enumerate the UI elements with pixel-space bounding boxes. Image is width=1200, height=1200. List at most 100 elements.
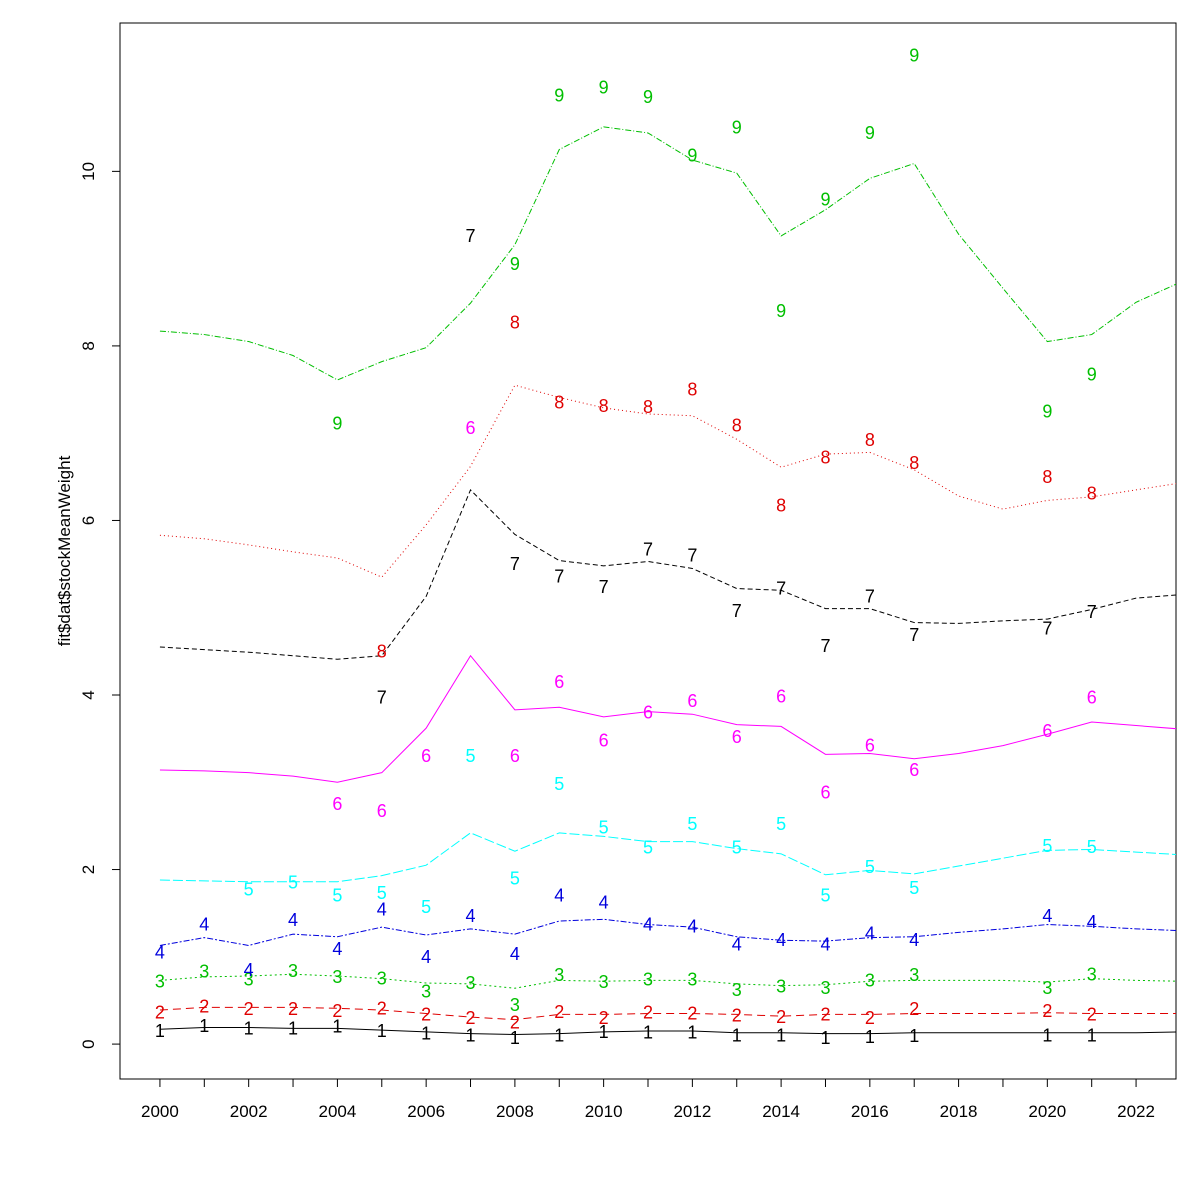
series-9-fitted-line	[159, 126, 1176, 381]
series-2-observed-point: 2	[155, 1003, 165, 1023]
x-tick-label: 2010	[585, 1102, 623, 1121]
y-tick-label: 6	[79, 516, 98, 525]
series-5-observed-point: 5	[776, 814, 786, 834]
series-1-observed-point: 1	[599, 1022, 609, 1042]
series-2-observed-point: 2	[244, 999, 254, 1019]
series-2-observed-point: 2	[643, 1003, 653, 1023]
y-tick-label: 10	[79, 162, 98, 181]
series-6-observed-point: 6	[1042, 721, 1052, 741]
series-1-fitted-line	[159, 1027, 1176, 1035]
series-8-observed-point: 8	[554, 393, 564, 413]
series-2-observed-point: 2	[288, 999, 298, 1019]
x-tick-label: 2006	[407, 1102, 445, 1121]
series-6-observed-point: 6	[687, 691, 697, 711]
series-6-observed-point: 6	[421, 746, 431, 766]
series-7-observed-point: 7	[510, 554, 520, 574]
series-2-observed-point: 2	[466, 1008, 476, 1028]
series-6-observed-point: 6	[643, 702, 653, 722]
series-4: 4 4 4 4 4 4 4 4 4 4 4 4 4 4 4 4 4 4 4 4	[155, 886, 1176, 980]
series-8-observed-point: 8	[865, 430, 875, 450]
series-1-observed-point: 1	[909, 1026, 919, 1046]
series-5-observed-point: 5	[332, 886, 342, 906]
series-2-observed-point: 2	[1087, 1004, 1097, 1024]
series-7-observed-point: 7	[466, 226, 476, 246]
series-1-observed-point: 1	[776, 1025, 786, 1045]
series-5-observed-point: 5	[510, 868, 520, 888]
series-7-observed-point: 7	[909, 625, 919, 645]
series-3-observed-point: 3	[1087, 964, 1097, 984]
series-6-observed-point: 6	[865, 736, 875, 756]
series-4-observed-point: 4	[776, 930, 786, 950]
y-axis-title: fit$dat$stockMeanWeight	[55, 455, 74, 646]
series-3-observed-point: 3	[377, 969, 387, 989]
series-6-observed-point: 6	[332, 794, 342, 814]
series-4-observed-point: 4	[466, 906, 476, 926]
x-tick-label: 2004	[318, 1102, 356, 1121]
series-4-observed-point: 4	[820, 935, 830, 955]
x-tick-label: 2012	[673, 1102, 711, 1121]
series-6-observed-point: 6	[1087, 688, 1097, 708]
series-7-observed-point: 7	[599, 577, 609, 597]
series-5-observed-point: 5	[865, 857, 875, 877]
series-1-observed-point: 1	[466, 1025, 476, 1045]
series-6-observed-point: 6	[377, 801, 387, 821]
series-4-observed-point: 4	[909, 930, 919, 950]
series-4-observed-point: 4	[1042, 906, 1052, 926]
series-2-observed-point: 2	[332, 1001, 342, 1021]
series-3-observed-point: 3	[776, 976, 786, 996]
series-4-observed-point: 4	[510, 944, 520, 964]
series-3-observed-point: 3	[332, 967, 342, 987]
series-6-observed-point: 6	[776, 687, 786, 707]
series-1-observed-point: 1	[732, 1025, 742, 1045]
series-7-observed-point: 7	[643, 539, 653, 559]
x-tick-label: 2016	[851, 1102, 889, 1121]
x-tick-label: 2002	[230, 1102, 268, 1121]
series-4-observed-point: 4	[332, 939, 342, 959]
series-3: 3 3 3 3 3 3 3 3 3 3 3 3 3 3 3 3 3 3 3 3	[155, 961, 1176, 1015]
series-8-observed-point: 8	[643, 397, 653, 417]
series-3-observed-point: 3	[199, 962, 209, 982]
series-1-observed-point: 1	[510, 1028, 520, 1048]
series-4-observed-point: 4	[554, 886, 564, 906]
series-7-observed-point: 7	[820, 636, 830, 656]
series-1-observed-point: 1	[865, 1027, 875, 1047]
series-2-observed-point: 2	[820, 1004, 830, 1024]
series-5-observed-point: 5	[687, 814, 697, 834]
series-3-observed-point: 3	[909, 965, 919, 985]
series-1-observed-point: 1	[332, 1017, 342, 1037]
series-4-observed-point: 4	[599, 893, 609, 913]
series-7-observed-point: 7	[377, 688, 387, 708]
y-axis: 0 2 4 6 8 10	[79, 162, 121, 1049]
series-5-observed-point: 5	[1042, 836, 1052, 856]
series-9-observed-point: 9	[776, 301, 786, 321]
series-6-observed-point: 6	[820, 783, 830, 803]
series-1-observed-point: 1	[288, 1018, 298, 1038]
series-4-observed-point: 4	[288, 910, 298, 930]
series-5-observed-point: 5	[820, 886, 830, 906]
series-7-observed-point: 7	[1087, 602, 1097, 622]
series-6-observed-point: 6	[732, 727, 742, 747]
series-6-observed-point: 6	[909, 760, 919, 780]
series-2-observed-point: 2	[554, 1002, 564, 1022]
series-1-observed-point: 1	[554, 1025, 564, 1045]
series-8-observed-point: 8	[377, 641, 387, 661]
series-1-observed-point: 1	[1042, 1025, 1052, 1045]
x-axis: 2000 2002 2004 2006 2008 2010 2012 2014 2016 2018…	[141, 1078, 1155, 1121]
series-3-observed-point: 3	[643, 970, 653, 990]
series-7-observed-point: 7	[776, 579, 786, 599]
series-2-observed-point: 2	[199, 997, 209, 1017]
series-8: 8 8 8 8 8 8 8 8 8 8 8 8 8	[159, 312, 1176, 661]
x-tick-label: 2008	[496, 1102, 534, 1121]
series-9-observed-point: 9	[687, 146, 697, 166]
series-2-observed-point: 2	[776, 1007, 786, 1027]
series-2-observed-point: 2	[909, 999, 919, 1019]
series-8-observed-point: 8	[732, 415, 742, 435]
series-1-observed-point: 1	[820, 1028, 830, 1048]
series-7-observed-point: 7	[1042, 619, 1052, 639]
series-1-observed-point: 1	[377, 1021, 387, 1041]
x-tick-label: 2014	[762, 1102, 800, 1121]
series-6-observed-point: 6	[599, 730, 609, 750]
y-tick-label: 4	[79, 690, 98, 699]
series-9-observed-point: 9	[510, 254, 520, 274]
